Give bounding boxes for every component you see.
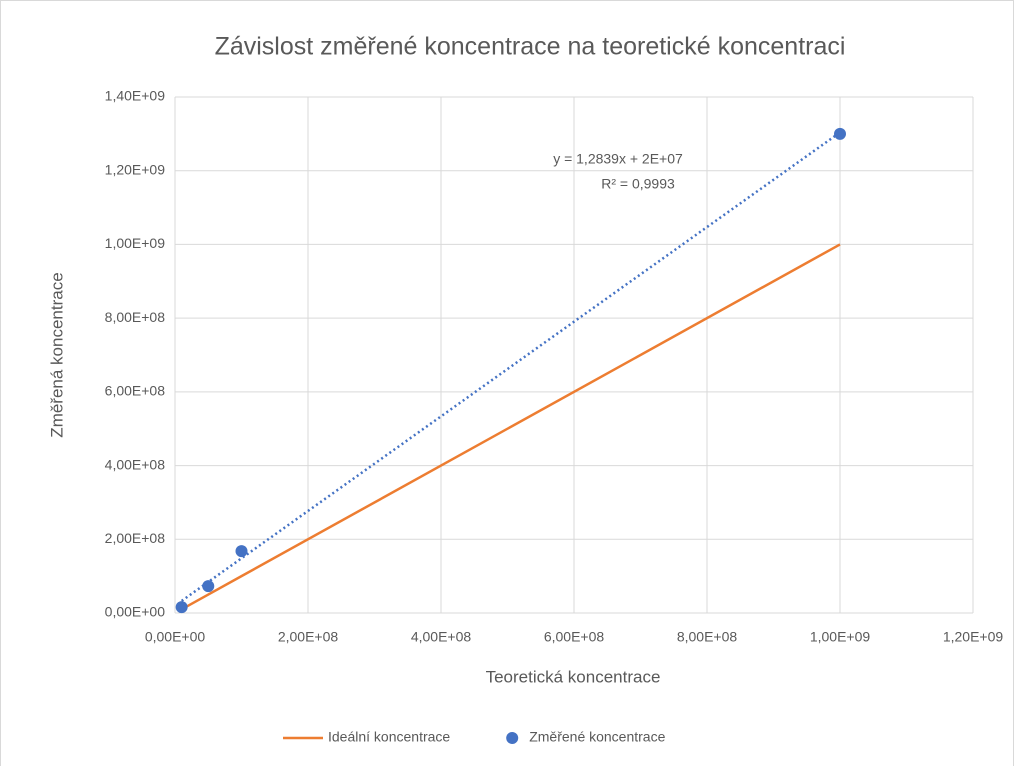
y-tick-label: 2,00E+08 (105, 530, 166, 546)
y-tick-label: 0,00E+00 (105, 604, 166, 620)
legend-swatch (506, 732, 519, 744)
legend-label: Ideální koncentrace (328, 729, 450, 745)
y-tick-label: 1,20E+09 (105, 161, 166, 177)
x-axis-label: Teoretická koncentrace (486, 667, 661, 686)
chart-title: Závislost změřené koncentrace na teoreti… (215, 33, 846, 61)
data-point (202, 580, 215, 593)
data-point (834, 127, 846, 140)
x-tick-label: 1,20E+09 (943, 629, 1004, 645)
y-tick-label: 8,00E+08 (105, 309, 166, 325)
trendline-r2: R² = 0,9993 (601, 176, 675, 192)
y-tick-label: 1,00E+09 (105, 235, 166, 251)
trendline-equation: y = 1,2839x + 2E+07 (553, 151, 683, 167)
x-tick-label: 1,00E+09 (810, 629, 871, 645)
data-point (175, 601, 188, 614)
x-tick-label: 6,00E+08 (544, 629, 605, 645)
y-axis-label: Změřená koncentrace (47, 272, 66, 437)
y-tick-label: 1,40E+09 (105, 88, 166, 104)
x-tick-label: 2,00E+08 (278, 629, 339, 645)
x-tick-label: 4,00E+08 (411, 629, 472, 645)
x-tick-label: 8,00E+08 (677, 629, 738, 645)
y-tick-label: 4,00E+08 (105, 456, 166, 472)
series-line (181, 243, 841, 611)
legend-label: Změřené koncentrace (529, 729, 665, 745)
x-tick-label: 0,00E+00 (145, 629, 206, 645)
y-tick-label: 6,00E+08 (105, 383, 166, 399)
data-point (235, 545, 248, 558)
